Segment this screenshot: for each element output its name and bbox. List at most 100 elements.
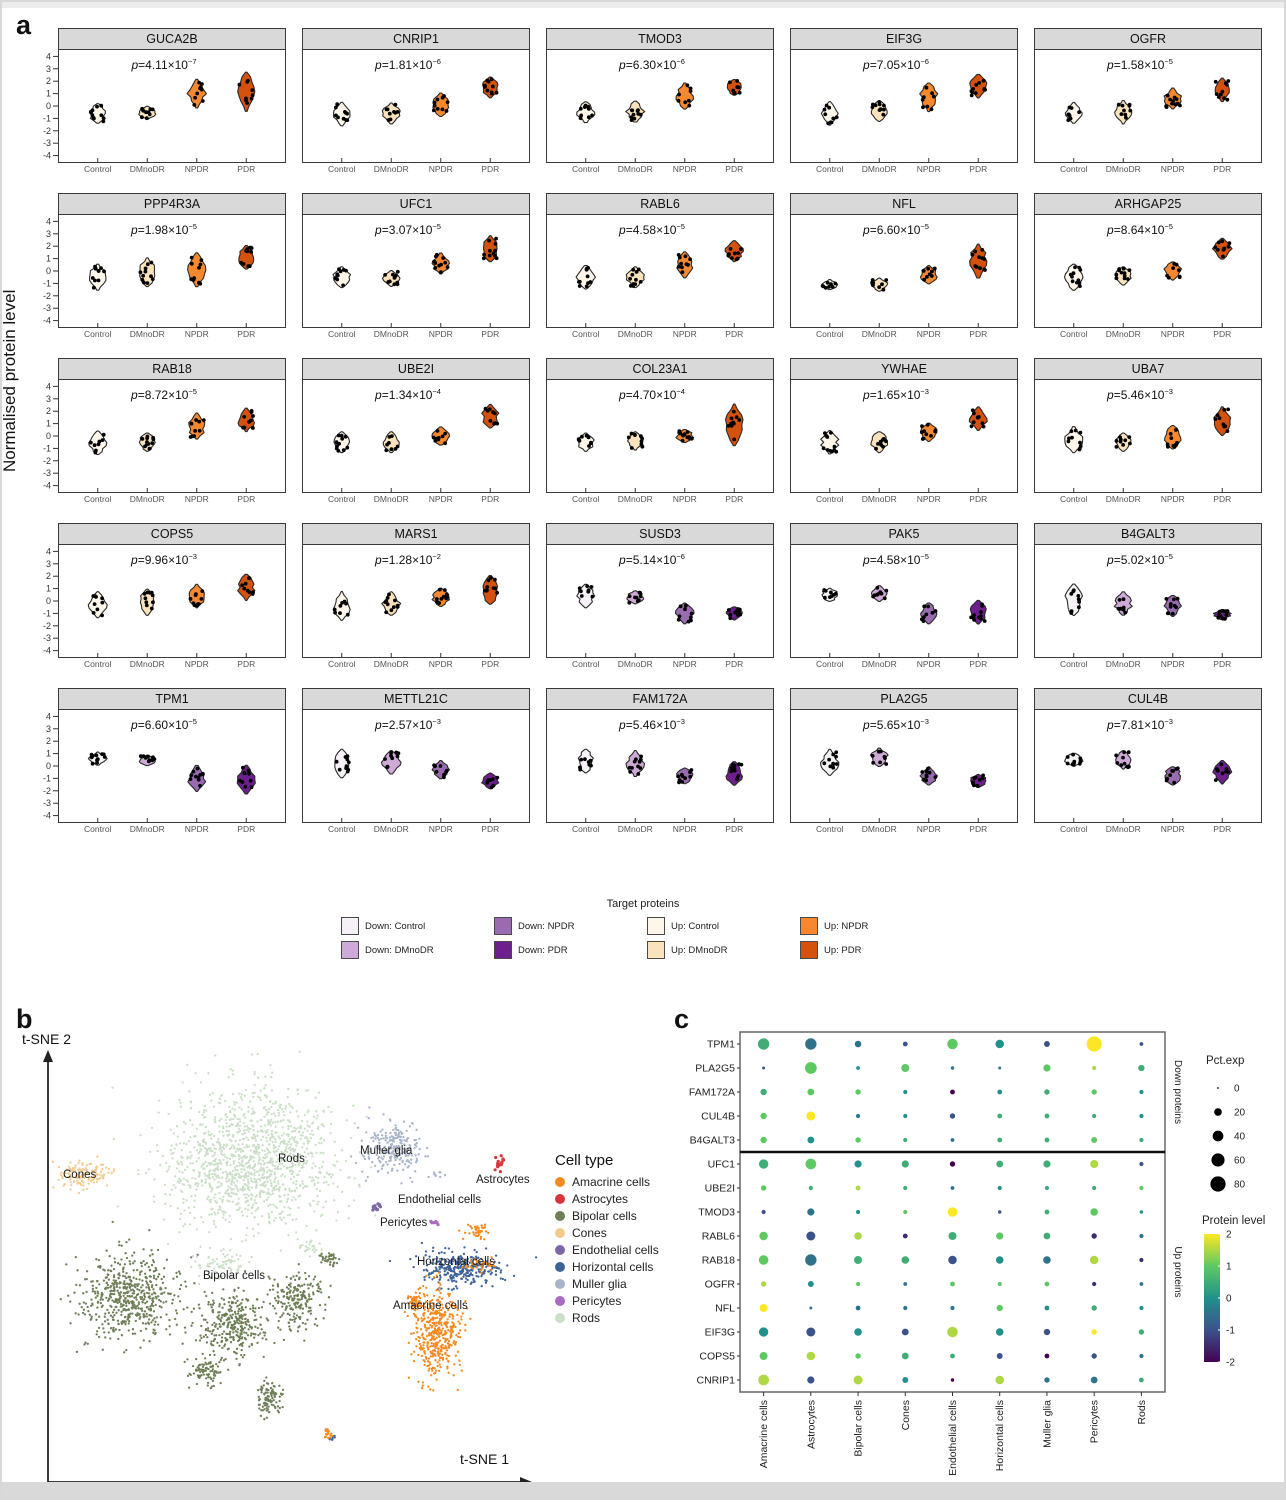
x-label-Control: Control — [84, 329, 111, 339]
violin-MARS1-NPDR — [432, 588, 450, 607]
row-label-EIF3G: EIF3G — [705, 1327, 735, 1339]
facet-title-METTL21C: METTL21C — [303, 689, 529, 710]
x-label-PDR: PDR — [969, 494, 987, 504]
p-value-PAK5: p=4.58×10−5 — [862, 552, 929, 567]
cluster-label-horizontal-cells: Horizontal cells — [417, 1256, 495, 1268]
cluster-label-amacrine-cells: Amacrine cells — [393, 1300, 468, 1312]
facet-title-ARHGAP25: ARHGAP25 — [1035, 194, 1261, 215]
facet-title-NFL: NFL — [791, 194, 1017, 215]
violin-plot-OGFR: p=1.58×10−5 — [1035, 50, 1261, 162]
facet-title-COPS5: COPS5 — [59, 524, 285, 545]
violin-PLA2G5-DMnoDR — [870, 748, 888, 766]
p-value-NFL: p=6.60×10−5 — [862, 222, 929, 237]
violin-OGFR-NPDR — [1164, 88, 1182, 109]
violin-plot-METTL21C: p=2.57×10−3 — [303, 710, 529, 822]
x-label-DMnoDR: DMnoDR — [130, 659, 165, 669]
violin-TPM1-PDR — [237, 765, 255, 794]
violin-COL23A1-Control — [577, 433, 594, 451]
x-label-Control: Control — [572, 164, 599, 174]
svg-text:3: 3 — [46, 394, 51, 404]
x-label-DMnoDR: DMnoDR — [862, 494, 897, 504]
violin-CUL4B-Control — [1065, 753, 1083, 767]
cell-type-label: Astrocytes — [572, 1192, 628, 1206]
violin-TPM1-Control — [88, 752, 107, 766]
svg-text:1: 1 — [46, 584, 51, 594]
violin-UFC1-NPDR — [432, 253, 449, 274]
violin-SUSD3-DMnoDR — [627, 591, 644, 605]
violin-UFC1-DMnoDR — [383, 270, 401, 286]
cluster-bipolar-cells-15 — [181, 1270, 285, 1366]
row-label-B4GALT3: B4GALT3 — [690, 1135, 735, 1147]
x-label-Control: Control — [572, 329, 599, 339]
legend-item-down-pdr: Down: PDR — [494, 938, 639, 962]
col-label-bipolar-cells: Bipolar cells — [853, 1400, 865, 1457]
p-value-MARS1: p=1.28×10−2 — [374, 552, 441, 567]
violin-plot-ARHGAP25: p=8.64×10−5 — [1035, 215, 1261, 327]
x-label-DMnoDR: DMnoDR — [130, 494, 165, 504]
x-label-DMnoDR: DMnoDR — [618, 164, 653, 174]
violin-UBE2I-NPDR — [432, 427, 450, 445]
violin-plot-UBE2I: p=1.34×10−4 — [303, 380, 529, 492]
row-label-NFL: NFL — [715, 1303, 735, 1315]
violin-COL23A1-DMnoDR — [627, 432, 644, 451]
violin-CNRIP1-DMnoDR — [382, 103, 400, 124]
violin-FAM172A-DMnoDR — [626, 751, 645, 777]
violin-PAK5-Control — [822, 588, 838, 601]
svg-text:3: 3 — [46, 64, 51, 74]
violin-NFL-NPDR — [920, 266, 937, 284]
col-label-muller-glia: Muller glia — [1041, 1400, 1053, 1448]
facet-title-OGFR: OGFR — [1035, 29, 1261, 50]
x-label-PDR: PDR — [969, 824, 987, 834]
legend-item-down-control: Down: Control — [341, 914, 486, 938]
legend-swatch — [341, 941, 359, 959]
violin-plot-CUL4B: p=7.81×10−3 — [1035, 710, 1261, 822]
facet-title-CUL4B: CUL4B — [1035, 689, 1261, 710]
violin-PLA2G5-PDR — [971, 774, 986, 788]
cell-type-dot — [555, 1245, 565, 1255]
svg-text:0: 0 — [46, 596, 51, 606]
x-label-NPDR: NPDR — [917, 659, 941, 669]
svg-text:0: 0 — [46, 266, 51, 276]
legend-item-up-dmnodr: Up: DMnoDR — [647, 938, 792, 962]
violin-NFL-PDR — [970, 244, 987, 278]
svg-text:4: 4 — [46, 51, 51, 61]
violin-UBA7-DMnoDR — [1115, 433, 1132, 451]
row-label-CUL4B: CUL4B — [701, 1111, 735, 1123]
legend-label: Down: NPDR — [518, 921, 575, 932]
legend-label: Down: DMnoDR — [365, 945, 434, 956]
violin-NFL-Control — [821, 280, 838, 290]
legend-swatch — [341, 917, 359, 935]
x-label-NPDR: NPDR — [1161, 659, 1185, 669]
x-label-PDR: PDR — [481, 164, 499, 174]
x-label-DMnoDR: DMnoDR — [618, 659, 653, 669]
violin-TMOD3-DMnoDR — [626, 101, 645, 122]
svg-text:-4: -4 — [43, 316, 51, 326]
violin-plot-YWHAE: p=1.65×10−3 — [791, 380, 1017, 492]
x-label-PDR: PDR — [1213, 659, 1231, 669]
violin-UBA7-PDR — [1214, 407, 1231, 436]
violin-MARS1-Control — [333, 592, 350, 621]
cell-type-label: Amacrine cells — [572, 1175, 650, 1189]
x-label-DMnoDR: DMnoDR — [618, 494, 653, 504]
col-label-rods: Rods — [1136, 1400, 1148, 1425]
violin-COL23A1-NPDR — [676, 429, 694, 443]
row-label-COPS5: COPS5 — [699, 1351, 735, 1363]
cell-type-label: Cones — [572, 1226, 607, 1240]
protein-level-colorbar — [1204, 1234, 1220, 1362]
svg-text:2: 2 — [46, 406, 51, 416]
legend-item-up-control: Up: Control — [647, 914, 792, 938]
x-label-Control: Control — [1060, 659, 1087, 669]
facet-title-SUSD3: SUSD3 — [547, 524, 773, 545]
p-value-RABL6: p=4.58×10−5 — [618, 222, 685, 237]
